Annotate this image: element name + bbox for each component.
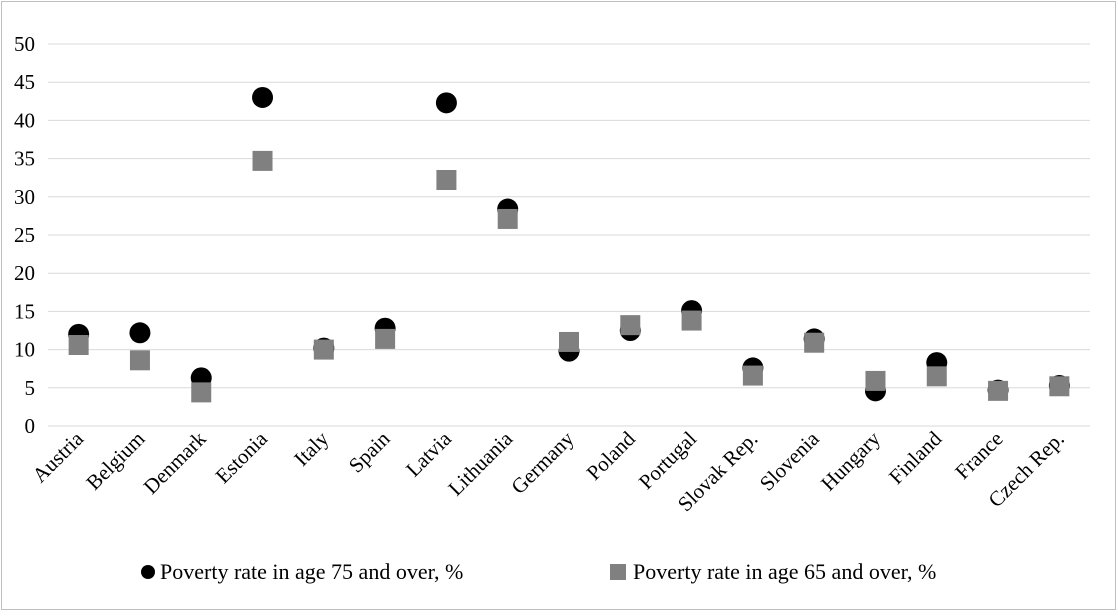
point-65-over	[865, 370, 886, 391]
point-65-over	[804, 332, 825, 353]
x-category-label: Lithuania	[443, 426, 517, 500]
y-tick-label: 25	[14, 223, 35, 247]
point-65-over	[559, 331, 579, 352]
point-65-over	[68, 335, 89, 356]
y-tick-label: 10	[14, 338, 35, 362]
point-65-over	[191, 382, 212, 403]
y-tick-label: 35	[14, 147, 35, 171]
point-75-over	[129, 322, 151, 344]
point-65-over	[926, 366, 947, 387]
x-category-label: Austria	[27, 426, 88, 487]
legend: Poverty rate in age 75 and over, % Povert…	[141, 559, 936, 584]
legend-circle-marker	[141, 565, 155, 579]
point-65-over	[1049, 376, 1070, 397]
point-65-over	[313, 339, 334, 360]
point-65-over	[129, 350, 150, 371]
point-65-over	[375, 328, 396, 349]
x-category-label: Germany	[506, 426, 579, 499]
point-65-over	[436, 169, 457, 190]
x-category-label: Denmark	[139, 426, 212, 499]
x-category-label: Spain	[344, 426, 395, 477]
y-tick-label: 5	[25, 376, 36, 400]
y-tick-label: 0	[25, 414, 36, 438]
series-markers	[68, 86, 1070, 403]
point-65-over	[988, 380, 1009, 401]
legend-square-marker	[610, 564, 626, 580]
y-tick-label: 45	[14, 70, 35, 94]
point-65-over	[681, 310, 702, 331]
point-65-over	[620, 315, 641, 336]
y-tick-label: 50	[14, 32, 35, 56]
y-axis-ticks: 0 5 10 15 20 25 30 35 40 45 50	[14, 32, 35, 438]
x-category-label: France	[950, 427, 1007, 484]
y-tick-label: 40	[14, 108, 35, 132]
x-category-label: Italy	[289, 426, 334, 471]
legend-label: Poverty rate in age 65 and over, %	[633, 559, 936, 584]
point-65-over	[742, 365, 763, 386]
x-category-label: Slovenia	[755, 426, 824, 495]
x-category-label: Latvia	[401, 426, 456, 481]
y-tick-label: 20	[14, 261, 35, 285]
gridlines	[48, 43, 1090, 427]
x-category-label: Estonia	[211, 426, 273, 488]
point-65-over	[497, 208, 518, 229]
point-75-over	[435, 92, 457, 114]
y-tick-label: 30	[14, 185, 35, 209]
x-category-label: Hungary	[816, 426, 885, 495]
point-75-over	[252, 86, 274, 108]
legend-label: Poverty rate in age 75 and over, %	[160, 559, 463, 584]
y-tick-label: 15	[14, 299, 35, 323]
x-category-label: Poland	[582, 426, 641, 485]
point-65-over	[252, 150, 273, 171]
x-category-label: Finland	[884, 426, 947, 489]
x-category-label: Belgium	[81, 427, 149, 495]
